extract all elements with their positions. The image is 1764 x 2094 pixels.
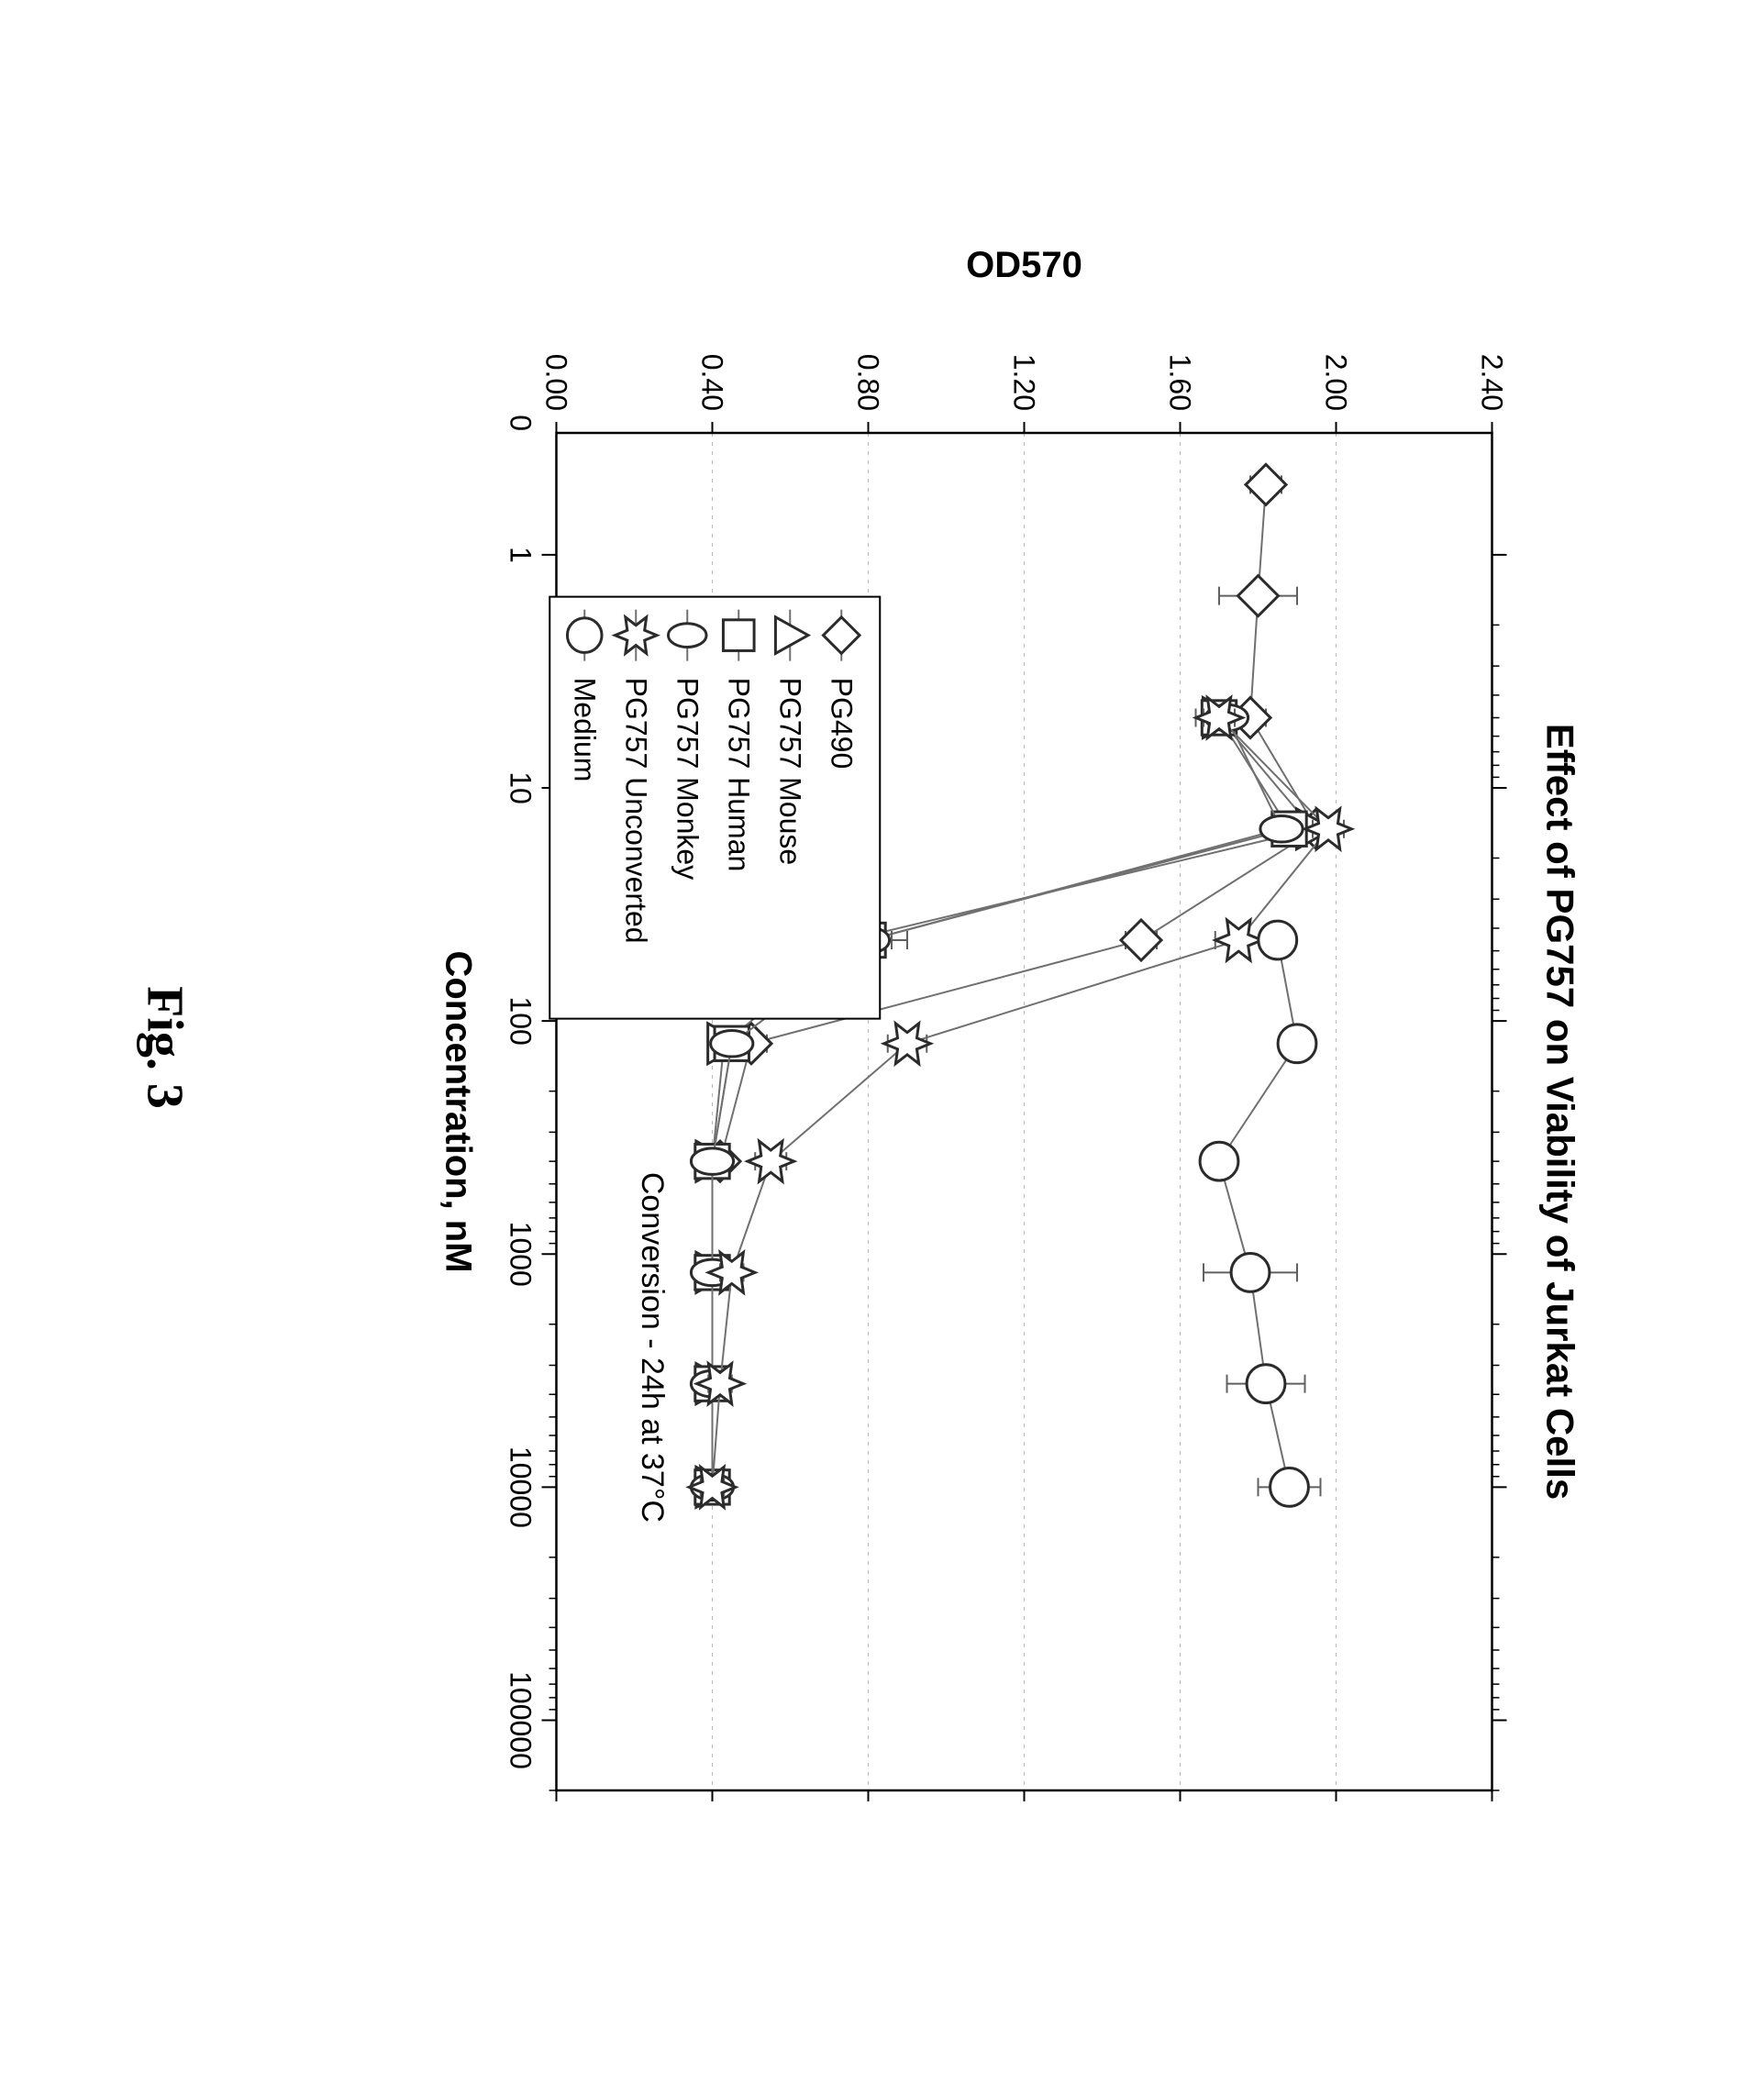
svg-text:Conversion - 24h at 37°C: Conversion - 24h at 37°C (635, 1171, 670, 1522)
svg-text:Effect of PG757 on Viability o: Effect of PG757 on Viability of Jurkat C… (1538, 723, 1581, 1499)
svg-text:PG757 Human: PG757 Human (722, 677, 755, 871)
svg-text:PG757 Unconverted: PG757 Unconverted (619, 677, 652, 943)
svg-text:PG757 Monkey: PG757 Monkey (671, 677, 704, 880)
page: 0.00 0.40 0.80 1.20 1.60 2.00 2.40 1 10 100 1000 10… (0, 0, 1764, 2094)
chart-svg: 0.00 0.40 0.80 1.20 1.60 2.00 2.40 1 10 100 1000 10… (253, 176, 1629, 1919)
svg-text:2.00: 2.00 (1319, 353, 1352, 410)
svg-text:0.80: 0.80 (851, 353, 884, 410)
svg-text:10: 10 (504, 771, 537, 804)
figure-label: Fig. 3 (135, 176, 194, 1919)
svg-text:0: 0 (504, 415, 537, 431)
svg-text:2.40: 2.40 (1475, 353, 1508, 410)
svg-text:1: 1 (504, 546, 537, 562)
svg-text:Medium: Medium (568, 677, 601, 781)
svg-text:Concentration, nM: Concentration, nM (438, 950, 478, 1272)
svg-text:PG490: PG490 (825, 677, 858, 769)
svg-text:PG757 Mouse: PG757 Mouse (773, 677, 806, 865)
svg-text:10000: 10000 (504, 1446, 537, 1527)
svg-text:1.20: 1.20 (1007, 353, 1040, 410)
chart-container: 0.00 0.40 0.80 1.20 1.60 2.00 2.40 1 10 100 1000 10… (135, 176, 1629, 1919)
svg-text:0.40: 0.40 (695, 353, 728, 410)
svg-text:1.60: 1.60 (1163, 353, 1196, 410)
svg-text:OD570: OD570 (966, 245, 1082, 285)
svg-text:100: 100 (504, 996, 537, 1045)
legend: PG490 PG757 Mouse PG757 Human PG757 Monkey P… (549, 596, 880, 1018)
svg-text:100000: 100000 (504, 1671, 537, 1769)
svg-text:0.00: 0.00 (539, 353, 572, 410)
svg-text:1000: 1000 (504, 1221, 537, 1286)
